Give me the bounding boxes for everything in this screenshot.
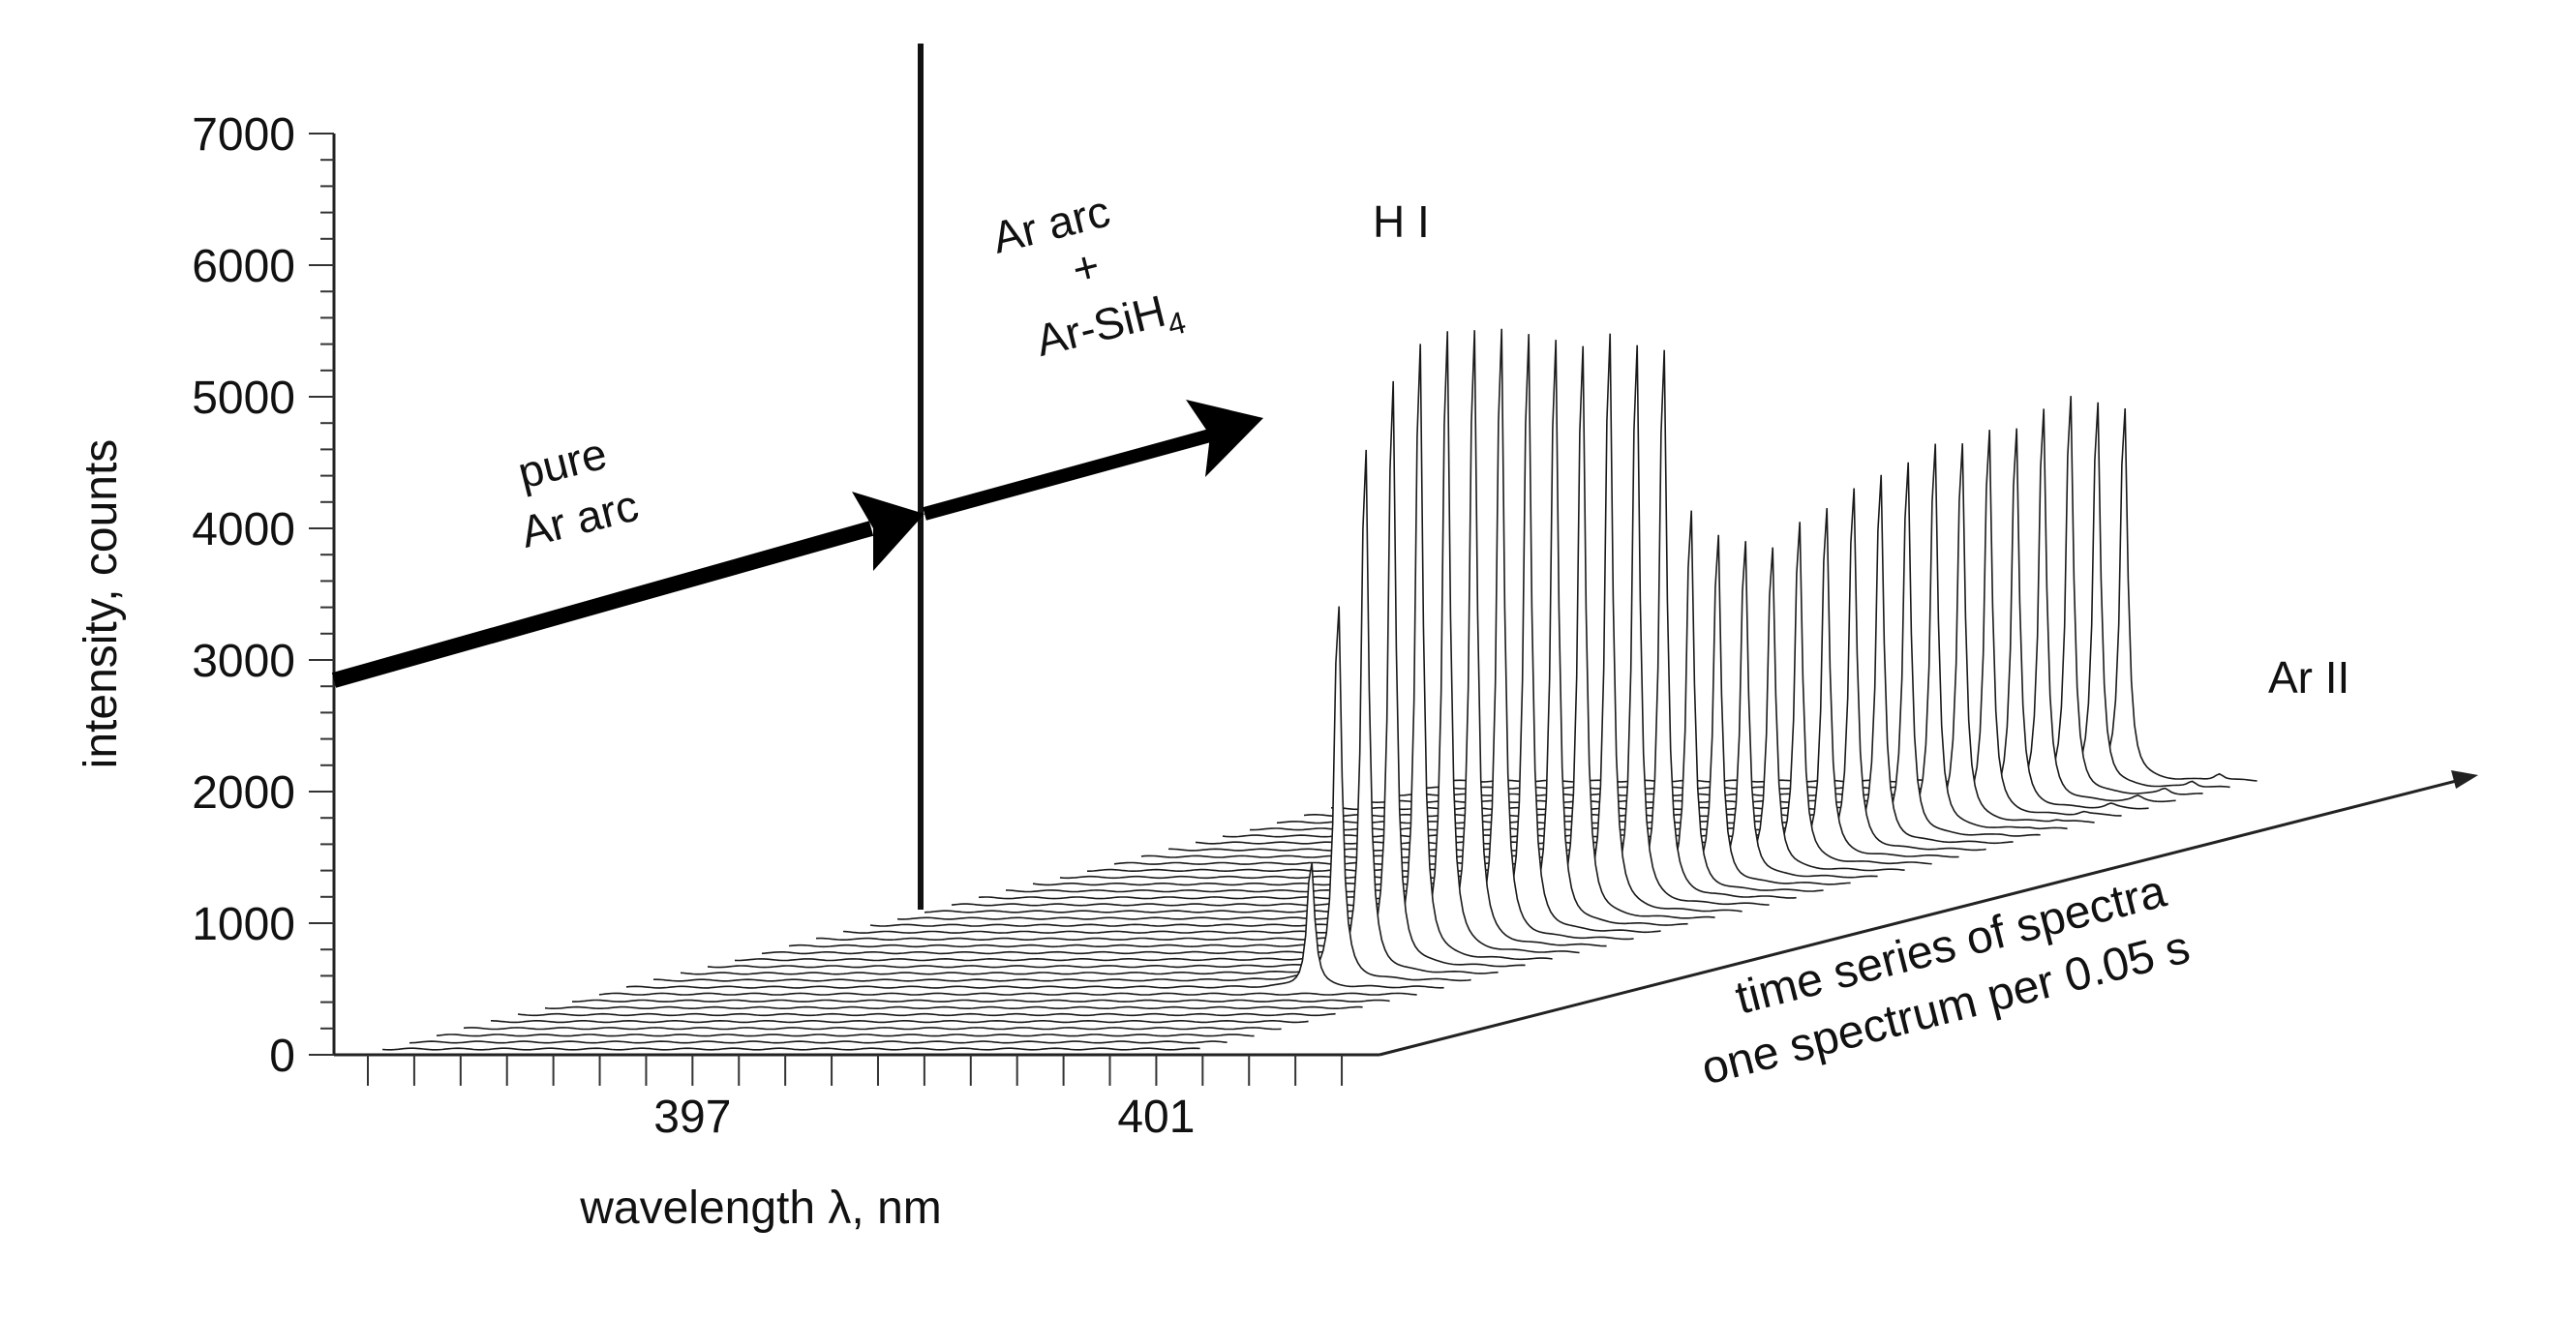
y-tick-label: 2000: [192, 767, 295, 819]
x-axis: 397 401 wavelength λ, nm: [334, 1053, 1379, 1234]
x-tick-label: 397: [653, 1092, 731, 1143]
spectrum-fill: [409, 1041, 1227, 1049]
spectrum-line: [680, 449, 1499, 975]
x-ticks: [367, 1055, 1344, 1086]
annotation-plus: +: [1067, 240, 1105, 295]
spectrum-line: [463, 1027, 1282, 1031]
y-ticks: [309, 133, 334, 1056]
y-tick-label: 4000: [192, 504, 295, 555]
spectrum-line: [598, 992, 1417, 996]
annotation-ar-sih4: Ar-SiH4: [1031, 281, 1189, 374]
y-tick-label: 5000: [192, 373, 295, 424]
spectrum-line: [707, 380, 1526, 969]
spectrum-line: [869, 340, 1688, 927]
depth-axis-arrowhead: [2451, 770, 2478, 789]
peak-label-ar-ii: Ar II: [2268, 652, 2349, 703]
spectrum-fill: [572, 1000, 1390, 1007]
spectrum-line: [517, 1012, 1336, 1017]
spectrum-line: [436, 1033, 1255, 1037]
x-axis-title: wavelength λ, nm: [579, 1183, 942, 1234]
depth-axis-line: [1379, 777, 2465, 1057]
spectrum-line: [625, 862, 1444, 989]
spectrum-line: [842, 334, 1661, 934]
spectrum-line: [653, 606, 1471, 982]
x-tick-labels: 397 401: [653, 1092, 1195, 1143]
y-tick-label: 0: [269, 1031, 295, 1082]
y-tick-label: 1000: [192, 899, 295, 950]
y-axis: 0 1000 2000 3000 4000 5000 6000 7000 intensity,…: [76, 109, 336, 1082]
spectrum-fill: [464, 1027, 1282, 1035]
spectrum-fill: [599, 993, 1417, 1001]
peak-label-h-i: H I: [1373, 196, 1430, 247]
y-axis-title: intensity, counts: [76, 439, 127, 769]
spectra-lines: [381, 328, 2258, 1056]
spectrum-line: [381, 1047, 1200, 1051]
ar-sih4-arrow: [923, 400, 1263, 521]
annotation-ar-arc-2: Ar arc: [987, 186, 1115, 263]
y-tick-label: 3000: [192, 636, 295, 687]
x-tick-label: 401: [1117, 1092, 1195, 1143]
pure-ar-arrow: [331, 492, 924, 688]
spectrum-line: [788, 330, 1607, 948]
y-tick-label: 6000: [192, 241, 295, 292]
spectrum-line: [544, 1005, 1363, 1009]
y-tick-label: 7000: [192, 109, 295, 161]
y-tick-labels: 0 1000 2000 3000 4000 5000 6000 7000: [192, 109, 295, 1082]
spectrum-line: [734, 344, 1553, 962]
spectrum-line: [572, 999, 1390, 1003]
spectrum-line: [490, 1019, 1309, 1024]
spectrum-line: [815, 328, 1634, 942]
spectrum-line: [761, 331, 1580, 955]
spectrum-line: [409, 1040, 1227, 1044]
spectrum-fill: [437, 1034, 1255, 1042]
